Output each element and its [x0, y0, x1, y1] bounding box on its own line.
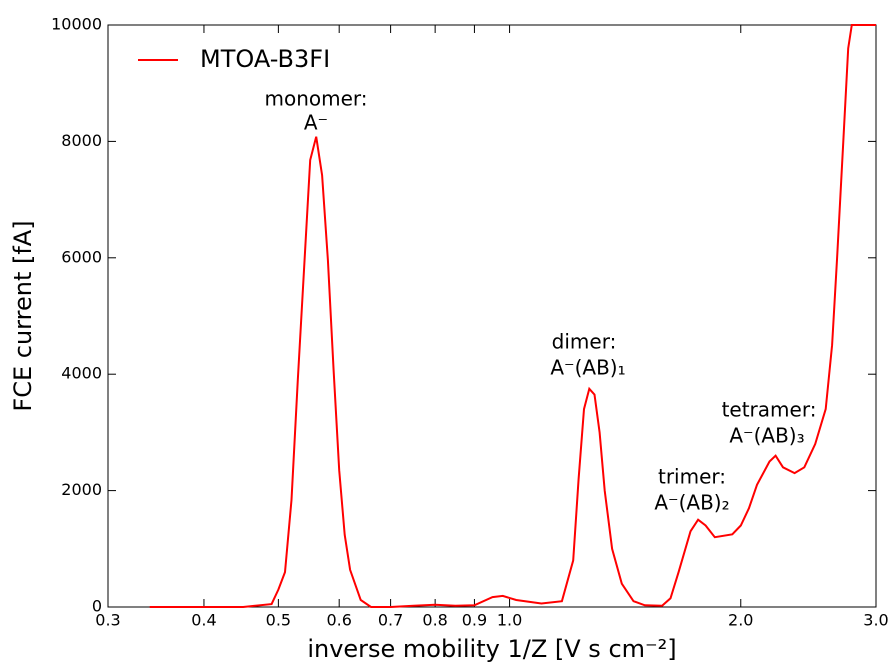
x-tick-label: 0.8: [422, 611, 447, 630]
y-axis-label: FCE current [fA]: [9, 220, 37, 411]
annotation: A⁻: [304, 111, 328, 135]
y-tick-label: 0: [92, 597, 102, 616]
annotation: A⁻(AB)₂: [654, 491, 729, 515]
y-tick-label: 10000: [51, 15, 102, 34]
data-line: [149, 24, 876, 608]
x-tick-label: 0.7: [378, 611, 403, 630]
y-tick-label: 6000: [61, 247, 102, 266]
annotation: trimer:: [658, 465, 726, 489]
y-tick-label: 2000: [61, 480, 102, 499]
x-tick-label: 0.3: [95, 611, 120, 630]
x-tick-label: 2.0: [728, 611, 753, 630]
plot-frame: [107, 24, 877, 608]
annotation: tetramer:: [722, 398, 817, 422]
annotation: A⁻(AB)₁: [550, 356, 625, 380]
annotation: monomer:: [264, 87, 367, 111]
x-tick-label: 0.9: [462, 611, 487, 630]
legend-label: MTOA-B3FI: [200, 45, 330, 73]
x-tick-label: 0.5: [266, 611, 291, 630]
annotation: dimer:: [552, 330, 617, 354]
y-tick-label: 8000: [61, 131, 102, 150]
annotation: A⁻(AB)₃: [729, 424, 804, 448]
x-tick-label: 0.6: [326, 611, 351, 630]
x-axis-label: inverse mobility 1/Z [V s cm⁻²]: [307, 635, 676, 663]
x-tick-label: 3.0: [863, 611, 888, 630]
y-tick-label: 4000: [61, 364, 102, 383]
x-tick-label: 0.4: [191, 611, 216, 630]
x-tick-label: 1.0: [497, 611, 522, 630]
